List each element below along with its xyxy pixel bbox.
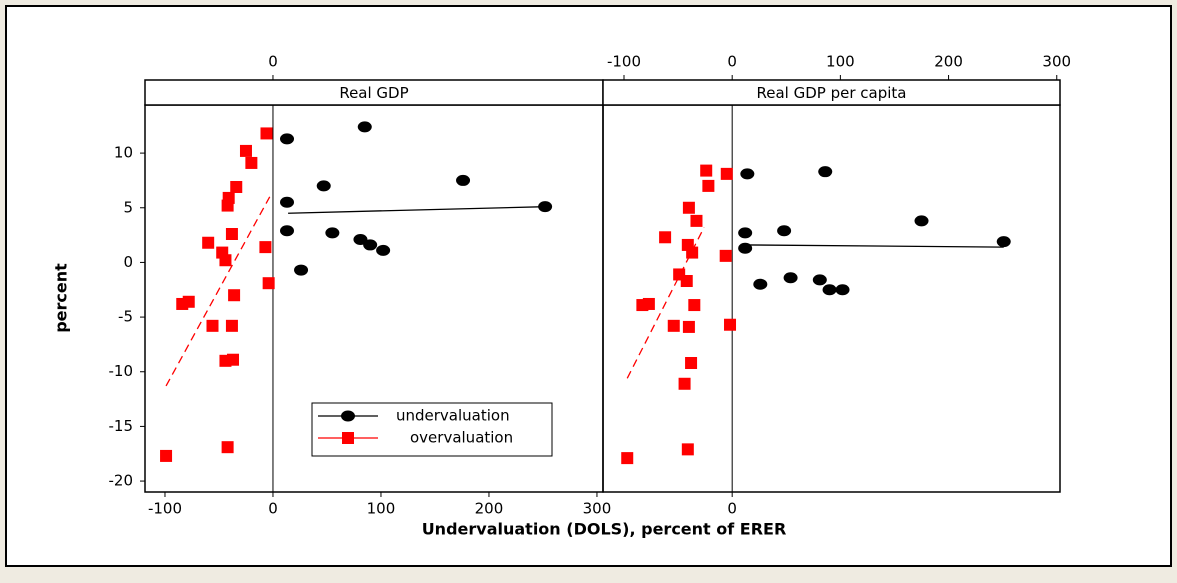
point [914, 215, 929, 227]
point [202, 236, 215, 249]
point [621, 452, 634, 465]
x-tick-label: 300 [583, 500, 612, 518]
point [680, 275, 693, 288]
y-tick-label: -20 [109, 472, 134, 490]
point [636, 299, 649, 312]
point [221, 441, 234, 454]
point [724, 318, 737, 331]
point [702, 179, 715, 192]
point [685, 357, 698, 369]
x-tick-label: 200 [475, 500, 504, 518]
point [753, 278, 768, 290]
fit-line [165, 196, 271, 387]
point [777, 225, 792, 237]
point [812, 274, 827, 286]
x-top-tick-label: -100 [607, 53, 641, 71]
legend-label: undervaluation [396, 407, 510, 425]
y-tick-label: 0 [123, 253, 133, 271]
y-tick-label: 10 [114, 144, 133, 162]
point [206, 319, 219, 332]
y-axis-title: percent [52, 263, 71, 333]
point [316, 180, 331, 192]
point [363, 239, 378, 251]
point [280, 196, 295, 208]
point [818, 166, 833, 178]
fit-line [626, 227, 705, 379]
point [682, 201, 695, 214]
point [219, 254, 232, 267]
point [738, 242, 753, 254]
point [700, 164, 713, 177]
point [176, 297, 189, 310]
point [259, 241, 272, 254]
point [456, 174, 471, 186]
point [719, 249, 732, 262]
x-top-tick-label: 0 [727, 53, 737, 71]
x-tick-label: -100 [148, 500, 182, 518]
point [681, 443, 694, 456]
point [688, 299, 701, 312]
point [280, 133, 295, 145]
x-top-tick-label: 100 [826, 53, 855, 71]
x-top-tick-label: 0 [268, 53, 278, 71]
point [239, 144, 252, 157]
panel-strip [602, 79, 1061, 106]
point [740, 168, 755, 180]
point [357, 121, 372, 133]
x-tick-label: 0 [727, 500, 737, 518]
legend-marker [342, 432, 354, 444]
point [225, 228, 238, 240]
point [538, 201, 553, 213]
point [667, 319, 680, 332]
panel-strip [144, 79, 604, 106]
y-tick-label: -5 [118, 308, 133, 326]
x-top-tick-label: 300 [1042, 53, 1071, 71]
x-tick-label: 100 [367, 500, 396, 518]
point [690, 214, 703, 227]
point [678, 377, 691, 390]
point [230, 180, 243, 193]
fit-line [288, 206, 546, 214]
x-axis-title: Undervaluation (DOLS), percent of ERER [422, 520, 787, 539]
y-tick-label: -10 [109, 362, 134, 380]
panel-title: Real GDP per capita [757, 84, 907, 102]
point [280, 225, 295, 237]
point [260, 127, 273, 140]
point [245, 156, 258, 169]
legend-marker [341, 410, 355, 422]
panel-title: Real GDP [339, 84, 408, 102]
point [353, 233, 368, 245]
point [738, 227, 753, 239]
point [160, 449, 173, 462]
legend-label: overvaluation [410, 429, 513, 447]
point [686, 246, 699, 259]
point [822, 284, 837, 296]
x-top-tick-label: 200 [934, 53, 963, 71]
y-tick-label: 5 [123, 198, 133, 216]
point [225, 319, 238, 332]
point [294, 264, 309, 276]
point [376, 244, 391, 256]
fit-line [745, 244, 1004, 248]
point [996, 236, 1011, 248]
point [720, 167, 733, 180]
point [659, 231, 672, 244]
x-tick-label: 0 [268, 500, 278, 518]
y-tick-label: -15 [109, 417, 134, 435]
point [783, 272, 798, 284]
point [221, 199, 234, 212]
point [219, 354, 232, 367]
point [682, 320, 695, 333]
point [325, 227, 340, 239]
point [228, 289, 241, 302]
point [835, 284, 850, 296]
point [262, 277, 275, 290]
